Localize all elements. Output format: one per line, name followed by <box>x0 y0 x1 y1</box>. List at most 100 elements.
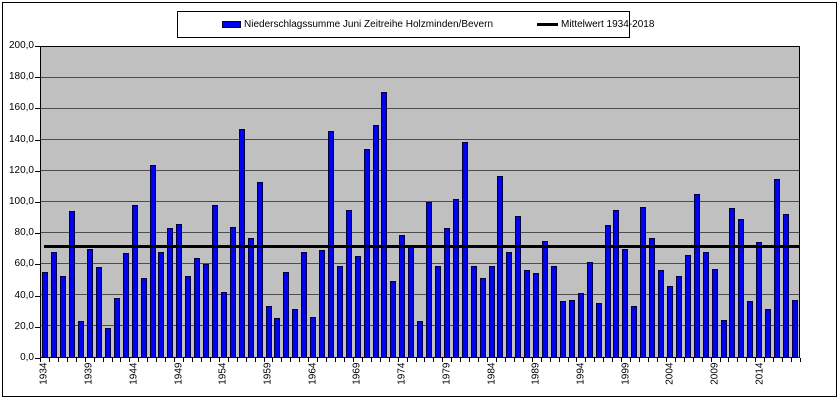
bar-slot-1956 <box>237 47 246 357</box>
bar-1942 <box>113 298 120 357</box>
bar-slot-1993 <box>567 47 576 357</box>
x-axis-tick <box>585 358 587 362</box>
bar-1946 <box>149 164 156 357</box>
bar-slot-1948 <box>166 47 175 357</box>
x-axis-tick <box>504 358 506 362</box>
x-axis-tick <box>93 358 95 362</box>
x-axis-tick <box>84 358 86 362</box>
bar-2007 <box>693 194 700 357</box>
x-axis-tick <box>111 358 113 362</box>
mean-line-swatch-icon <box>537 23 558 26</box>
bar-slot-1990 <box>541 47 550 357</box>
bar-slot-1945 <box>139 47 148 357</box>
x-axis-label-1964: 1964 <box>307 362 319 385</box>
x-axis-tick <box>415 358 417 362</box>
bar-1949 <box>176 223 183 357</box>
bar-1947 <box>158 251 165 357</box>
y-axis-label-120: 120,0 <box>8 164 34 176</box>
bar-slot-1953 <box>211 47 220 357</box>
bar-slot-1955 <box>228 47 237 357</box>
bar-1982 <box>470 265 477 357</box>
x-axis-tick <box>683 358 685 362</box>
x-axis-tick <box>710 358 712 362</box>
x-axis-tick <box>728 358 730 362</box>
x-axis-tick <box>245 358 247 362</box>
bar-slot-1980 <box>451 47 460 357</box>
x-axis-tick <box>540 358 542 362</box>
bar-1954 <box>220 291 227 357</box>
bar-2016 <box>774 178 781 357</box>
y-axis-label-140: 140,0 <box>8 133 34 145</box>
bar-2012 <box>738 219 745 357</box>
bar-slot-1964 <box>309 47 318 357</box>
x-axis-tick <box>656 358 658 362</box>
x-axis-label-1954: 1954 <box>217 362 229 385</box>
bar-slot-1997 <box>603 47 612 357</box>
x-axis-tick <box>630 358 632 362</box>
bar-slot-1994 <box>576 47 585 357</box>
bar-2005 <box>675 276 682 357</box>
x-axis-tick <box>478 358 480 362</box>
y-axis-tick-120 <box>35 170 40 172</box>
bar-slot-1972 <box>380 47 389 357</box>
bar-slot-1951 <box>193 47 202 357</box>
bar-1955 <box>229 226 236 357</box>
bar-1968 <box>345 209 352 357</box>
bar-1953 <box>211 205 218 357</box>
bar-1959 <box>265 305 272 357</box>
x-axis-tick <box>648 358 649 362</box>
bar-1981 <box>461 141 468 357</box>
legend-label-precipitation: Niederschlagssumme Juni Zeitreihe Holzmi… <box>244 19 493 30</box>
x-axis-tick <box>40 358 41 362</box>
x-axis-tick <box>165 358 167 362</box>
x-axis-tick <box>469 358 471 362</box>
bar-series-swatch-icon <box>222 21 241 28</box>
bar-slot-1962 <box>291 47 300 357</box>
bar-2011 <box>729 208 736 357</box>
bar-slot-2001 <box>639 47 648 357</box>
x-axis-tick <box>567 358 569 362</box>
bar-1988 <box>524 270 531 357</box>
bar-1986 <box>506 251 513 357</box>
x-axis-tick <box>531 358 533 362</box>
gridline-40 <box>41 294 799 295</box>
bar-1969 <box>354 256 361 357</box>
legend-item-mean: Mittelwert 1934-2018 <box>537 19 654 30</box>
x-axis-label-2004: 2004 <box>664 362 676 385</box>
x-axis-label-1939: 1939 <box>83 362 95 385</box>
bar-1943 <box>122 253 129 357</box>
y-axis-tick-200 <box>35 46 40 47</box>
bar-1961 <box>283 271 290 357</box>
bar-1940 <box>95 267 102 357</box>
bar-slot-2000 <box>630 47 639 357</box>
x-axis-tick <box>603 358 605 362</box>
x-axis-tick <box>352 358 354 362</box>
x-axis-tick <box>218 358 220 362</box>
x-axis-tick <box>791 358 793 362</box>
gridline-140 <box>41 139 799 140</box>
bar-1984 <box>488 265 495 357</box>
bar-1964 <box>310 316 317 357</box>
x-axis-tick <box>487 358 489 362</box>
plot-area <box>40 46 800 358</box>
bar-2009 <box>711 268 718 357</box>
x-axis-tick <box>612 358 614 362</box>
y-axis-label-100: 100,0 <box>8 196 34 207</box>
bar-2015 <box>765 308 772 357</box>
bar-slot-2015 <box>764 47 773 357</box>
bar-2010 <box>720 319 727 357</box>
x-axis-tick <box>147 358 149 362</box>
y-axis-tick-20 <box>35 326 40 328</box>
legend-label-mean: Mittelwert 1934-2018 <box>561 19 655 30</box>
bar-slot-2009 <box>710 47 719 357</box>
gridline-80 <box>41 232 799 233</box>
bar-1960 <box>274 318 281 357</box>
bar-1967 <box>336 265 343 357</box>
bar-slot-2002 <box>648 47 657 357</box>
x-axis-label-1969: 1969 <box>351 362 363 385</box>
bar-2001 <box>640 206 647 357</box>
x-axis-label-1994: 1994 <box>575 362 587 385</box>
y-axis-label-40: 40,0 <box>14 289 34 301</box>
gridline-100 <box>41 201 799 202</box>
bar-slot-1967 <box>335 47 344 357</box>
